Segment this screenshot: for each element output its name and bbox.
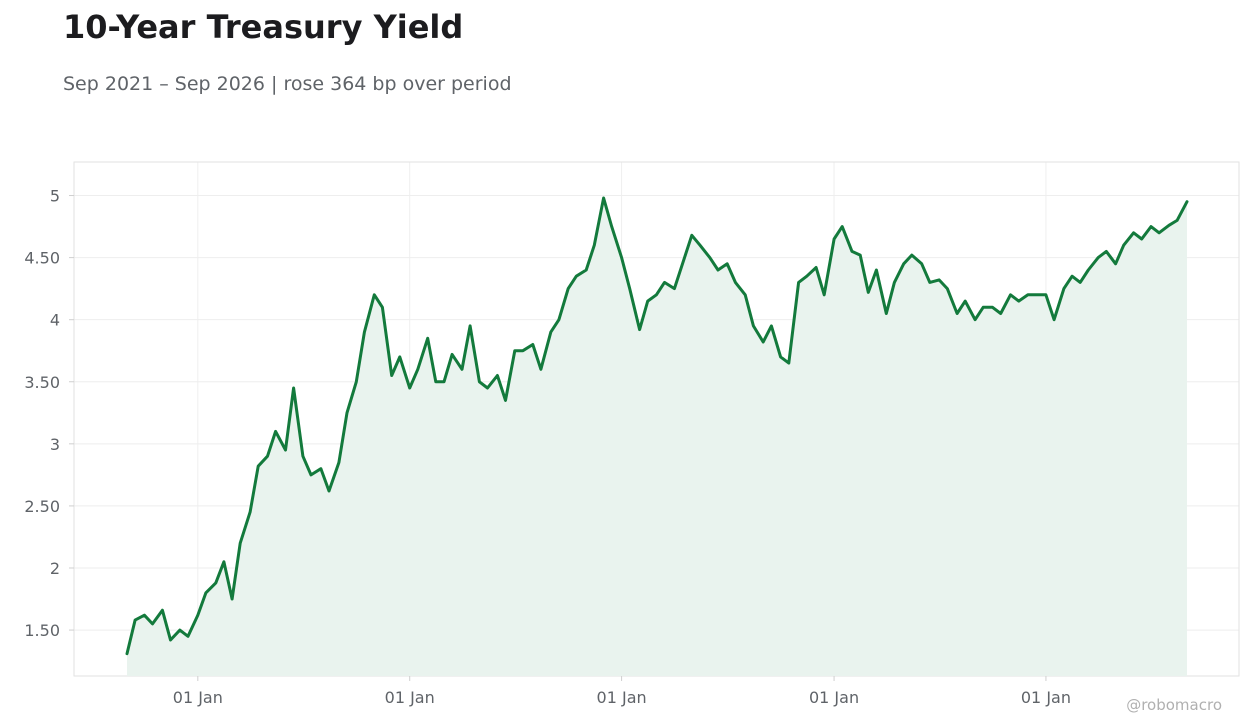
chart-title: 10-Year Treasury Yield (63, 8, 464, 46)
y-tick-label: 4.50 (24, 249, 60, 268)
x-tick-label: 01 Jan (1021, 688, 1071, 707)
chart-subtitle: Sep 2021 – Sep 2026 | rose 364 bp over p… (63, 73, 512, 95)
y-tick-label: 2.50 (24, 497, 60, 516)
y-tick-label: 5 (50, 187, 60, 206)
series-line (125, 196, 1189, 656)
y-tick-label: 2 (50, 559, 60, 578)
x-tick-label: 01 Jan (385, 688, 435, 707)
x-tick-label: 01 Jan (809, 688, 859, 707)
watermark: @robomacro (1126, 696, 1222, 714)
y-tick-label: 3 (50, 435, 60, 454)
x-tick-label: 01 Jan (173, 688, 223, 707)
y-tick-label: 3.50 (24, 373, 60, 392)
y-tick-label: 4 (50, 311, 60, 330)
y-tick-label: 1.50 (24, 621, 60, 640)
line-layer (125, 196, 1189, 656)
series-area (127, 198, 1187, 676)
x-axis: 01 Jan 01 Jan 01 Jan 01 Jan 01 Jan (173, 676, 1071, 707)
y-axis: 1.50 2 2.50 3 3.50 4 4.50 5 (24, 187, 74, 640)
x-tick-label: 01 Jan (597, 688, 647, 707)
area-layer (127, 198, 1187, 676)
